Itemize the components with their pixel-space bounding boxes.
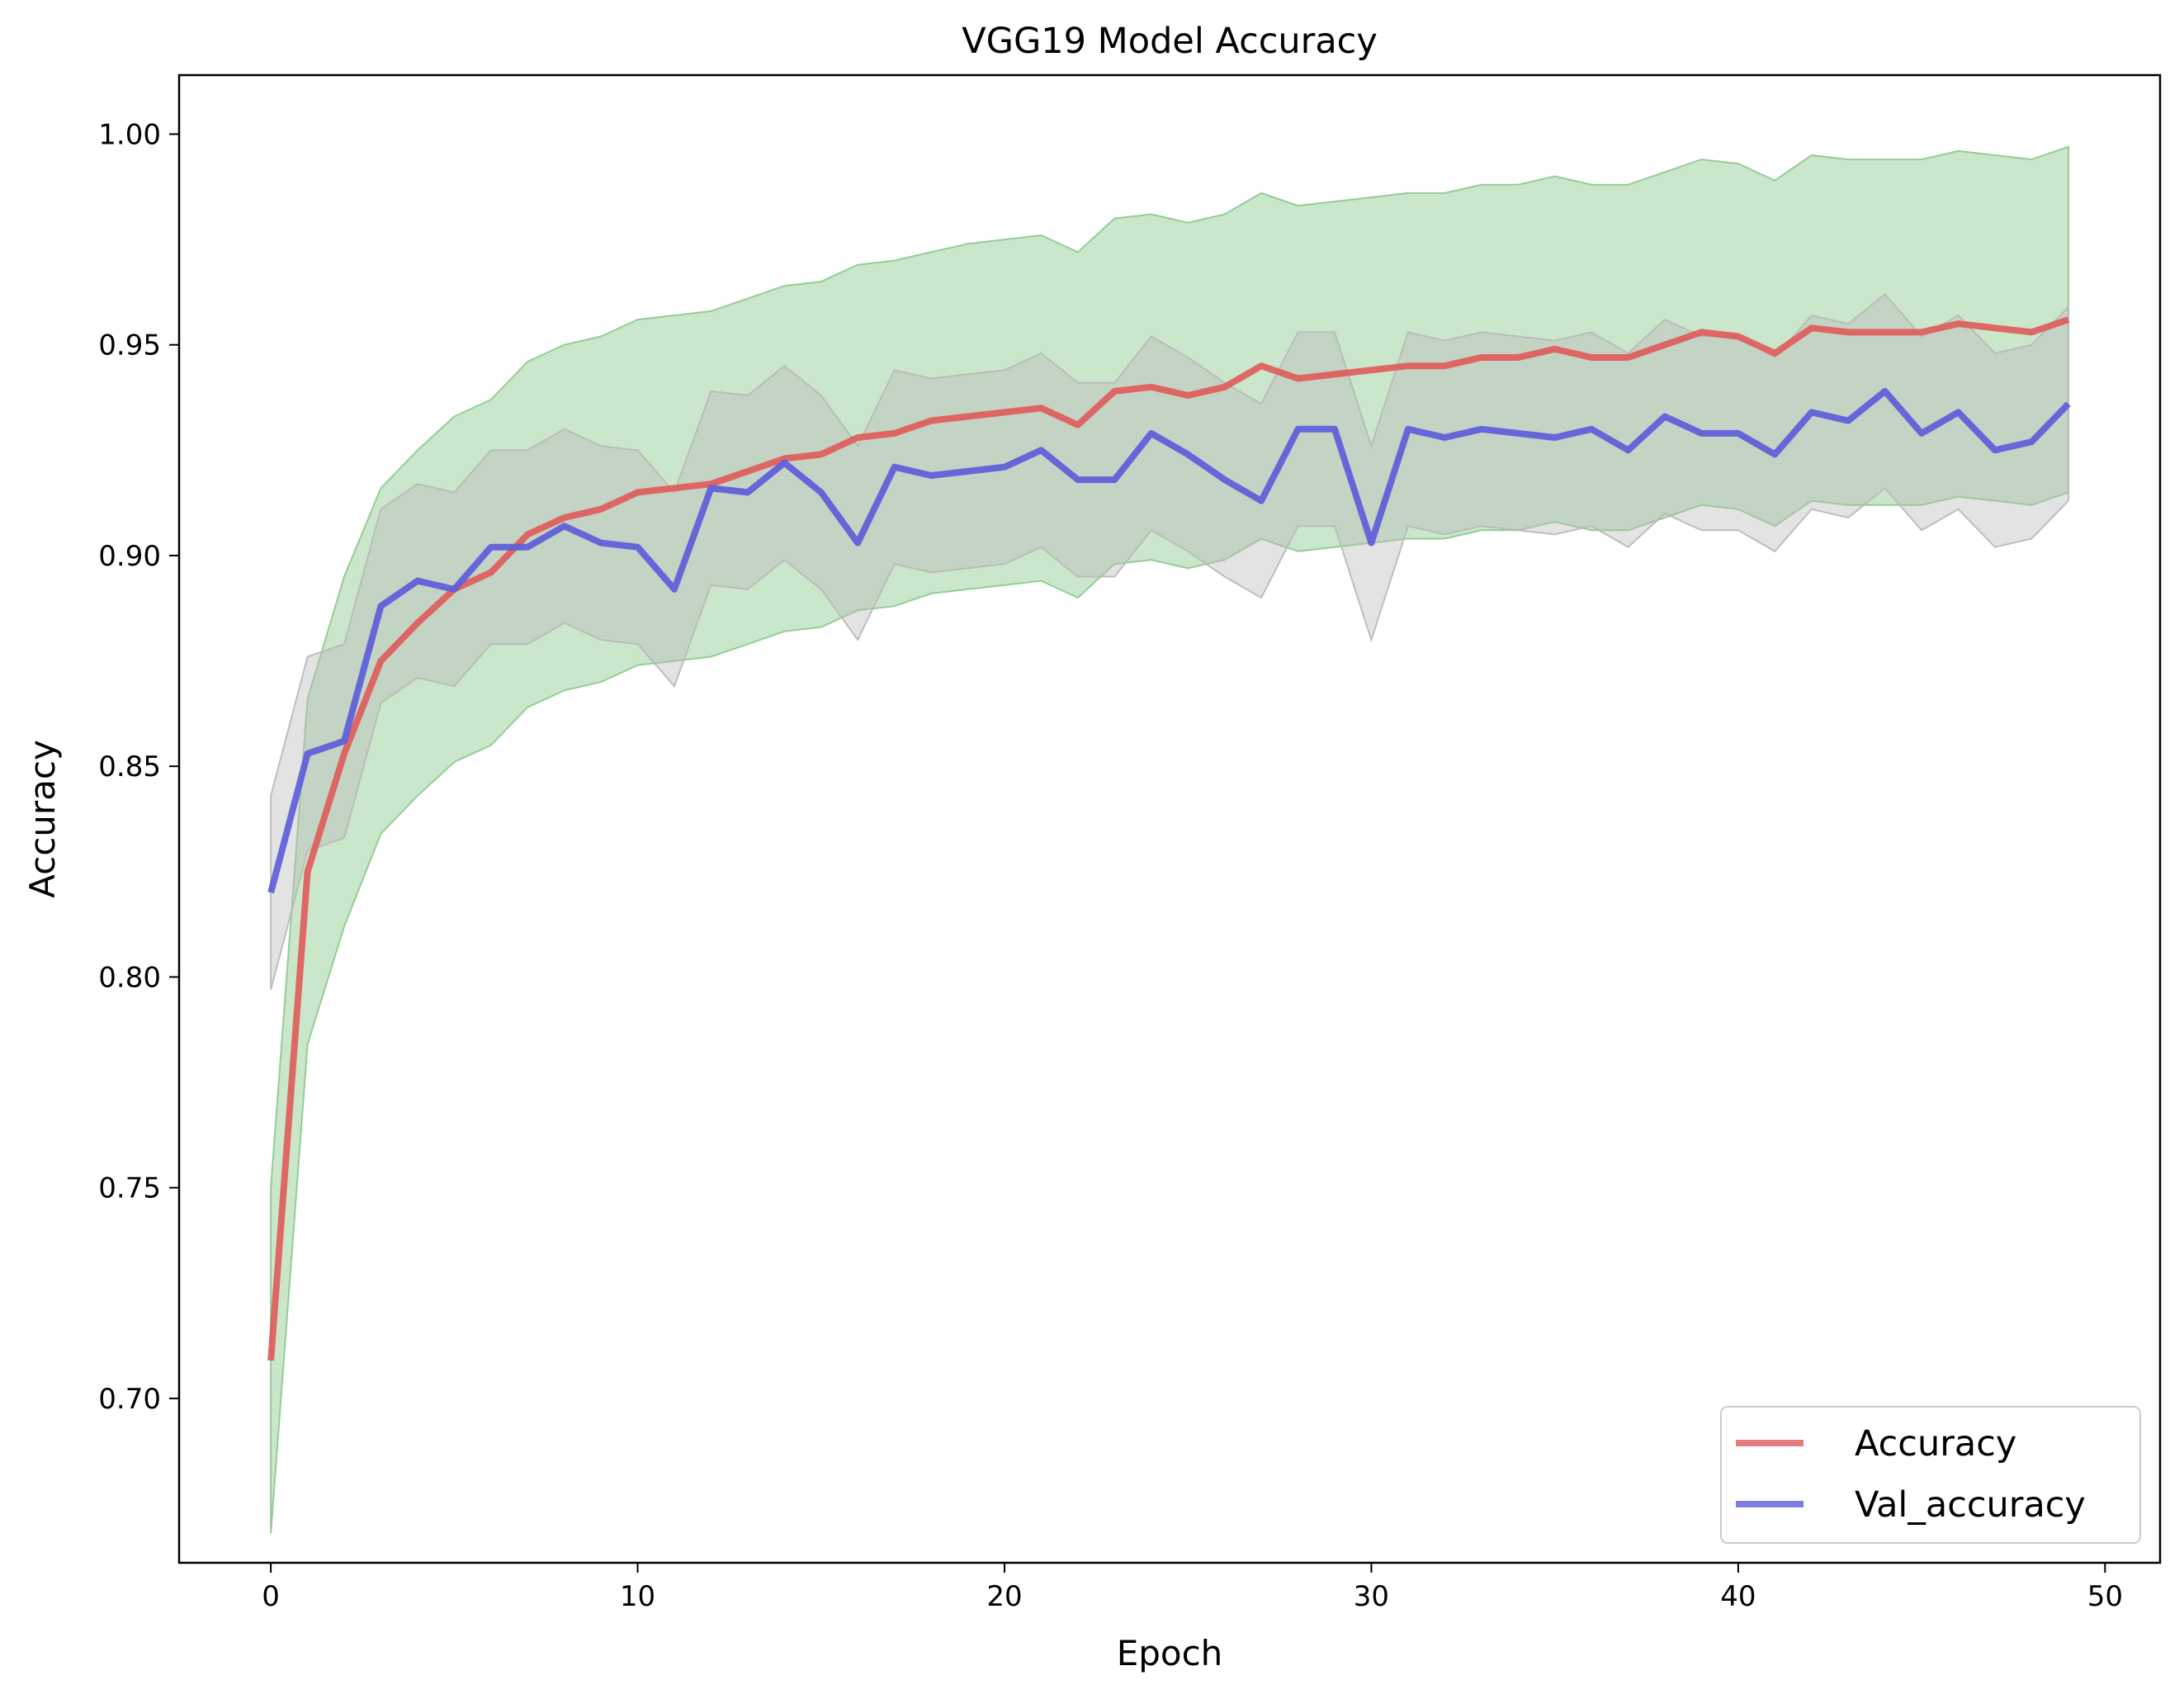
x-tick-label: 10 <box>620 1580 655 1613</box>
x-tick-label: 50 <box>2087 1580 2123 1613</box>
x-tick-label: 40 <box>1720 1580 1756 1613</box>
x-tick-label: 30 <box>1354 1580 1389 1613</box>
line-val-accuracy <box>267 387 2071 894</box>
legend: Accuracy Val_accuracy <box>1720 1406 2141 1544</box>
y-tick-label: 0.95 <box>98 329 161 362</box>
band-val-accuracy <box>270 293 2069 990</box>
y-tick-label: 0.90 <box>98 540 161 573</box>
y-axis-label: Accuracy <box>22 740 63 898</box>
plot-frame <box>177 73 2162 1564</box>
legend-box <box>1720 1406 2141 1544</box>
y-tick-label: 0.75 <box>98 1172 161 1205</box>
y-tick-label: 0.70 <box>98 1383 161 1416</box>
legend-label-accuracy: Accuracy <box>1855 1423 2016 1465</box>
confidence-bands <box>270 145 2069 1534</box>
x-axis-ticks: 0 10 20 30 40 50 <box>262 1563 2123 1613</box>
y-tick-label: 1.00 <box>98 118 161 151</box>
x-axis-label: Epoch <box>1117 1633 1223 1673</box>
y-tick-label: 0.85 <box>98 750 161 783</box>
chart-title: VGG19 Model Accuracy <box>962 21 1378 62</box>
x-tick-label: 0 <box>262 1580 280 1613</box>
line-accuracy <box>267 316 2070 1361</box>
series-lines <box>267 316 2071 1361</box>
y-tick-label: 0.80 <box>98 961 161 994</box>
legend-label-val-accuracy: Val_accuracy <box>1855 1484 2086 1526</box>
x-tick-label: 20 <box>986 1580 1022 1613</box>
y-axis-ticks: 0.70 0.75 0.80 0.85 0.90 0.95 1.00 <box>98 118 179 1416</box>
